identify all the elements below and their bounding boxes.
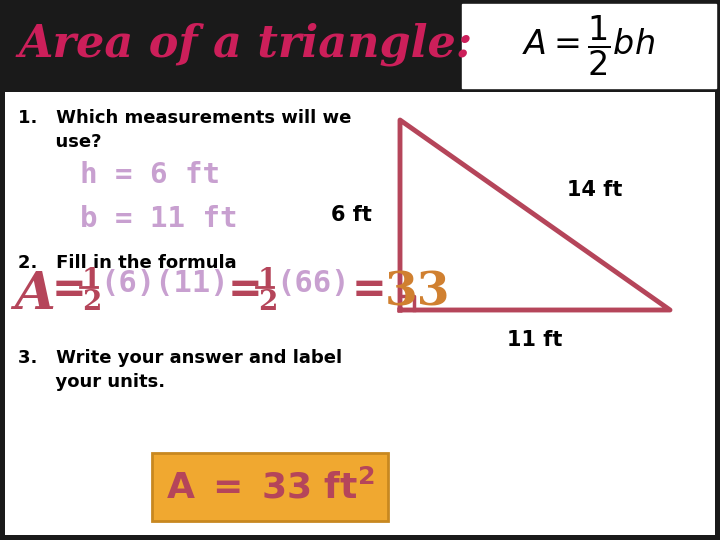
Text: 1: 1	[258, 267, 277, 294]
Text: =: =	[228, 269, 263, 311]
Text: Area of a triangle:: Area of a triangle:	[18, 22, 472, 66]
FancyBboxPatch shape	[462, 4, 716, 88]
Text: 2: 2	[258, 289, 277, 316]
Text: (66): (66)	[276, 269, 349, 298]
Text: 2: 2	[82, 289, 102, 316]
Text: (6)(11): (6)(11)	[100, 269, 229, 298]
Text: $A = \dfrac{1}{2}bh$: $A = \dfrac{1}{2}bh$	[523, 14, 655, 78]
Text: 2.   Fill in the formula: 2. Fill in the formula	[18, 254, 237, 272]
Text: 33: 33	[385, 269, 451, 315]
Text: 14 ft: 14 ft	[567, 180, 623, 200]
FancyBboxPatch shape	[152, 453, 388, 521]
Text: 6 ft: 6 ft	[331, 205, 372, 225]
Text: h = 6 ft: h = 6 ft	[80, 161, 220, 189]
Text: $\mathbf{A\ =\ 33\ ft^2}$: $\mathbf{A\ =\ 33\ ft^2}$	[166, 469, 374, 505]
Text: b = 11 ft: b = 11 ft	[80, 205, 238, 233]
Text: 1: 1	[82, 267, 102, 294]
Text: =: =	[352, 269, 387, 311]
Text: 1.   Which measurements will we
      use?: 1. Which measurements will we use?	[18, 109, 351, 151]
Text: 11 ft: 11 ft	[508, 330, 563, 350]
FancyBboxPatch shape	[5, 92, 715, 535]
Text: A: A	[14, 269, 55, 320]
Polygon shape	[400, 120, 670, 310]
Text: =: =	[52, 269, 86, 311]
Text: 3.   Write your answer and label
      your units.: 3. Write your answer and label your unit…	[18, 349, 342, 390]
